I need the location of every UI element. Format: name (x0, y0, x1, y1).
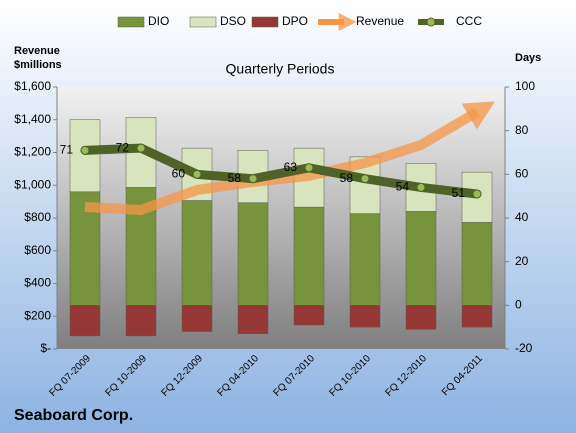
data-label: 60 (172, 167, 186, 181)
legend-swatch (189, 16, 217, 28)
bar (237, 305, 269, 334)
y2-tick-label: -20 (515, 341, 533, 355)
data-label: 71 (60, 142, 74, 156)
bar (405, 305, 437, 330)
bar (349, 305, 381, 328)
legend-swatch (117, 16, 145, 28)
y2-tick-label: 60 (515, 167, 529, 181)
ccc-point (80, 145, 90, 155)
y2-tick-label: 0 (515, 298, 522, 312)
bar (125, 305, 157, 337)
legend-label: Revenue (356, 14, 404, 28)
bar (461, 305, 493, 328)
legend-label: DPO (282, 14, 308, 28)
y-tick-label: $- (40, 341, 51, 355)
ccc-line (80, 143, 482, 199)
ccc-point (360, 174, 370, 184)
ccc-point (192, 169, 202, 179)
legend-swatch (251, 16, 279, 28)
bar (293, 206, 325, 306)
y-tick-label: $400 (24, 276, 51, 290)
legend-label: CCC (456, 14, 482, 28)
bar (461, 222, 493, 306)
data-label: 51 (452, 186, 466, 200)
bar (181, 200, 213, 306)
legend-label: DSO (220, 14, 246, 28)
y-tick-label: $1,400 (14, 112, 51, 126)
y-tick-label: $800 (24, 210, 51, 224)
data-label: 72 (116, 140, 130, 154)
y-axis-title: Revenue $millions (14, 45, 62, 71)
bar (69, 305, 101, 337)
y2-tick-label: 80 (515, 123, 529, 137)
ccc-point (416, 182, 426, 192)
data-label: 63 (284, 160, 298, 174)
ccc-point (304, 163, 314, 173)
y2-axis-title: Days (515, 52, 541, 64)
ccc-point (472, 189, 482, 199)
y-tick-label: $1,600 (14, 79, 51, 93)
y-tick-label: $1,200 (14, 145, 51, 159)
bar (237, 202, 269, 306)
bar (405, 211, 437, 306)
company-name: Seaboard Corp. (14, 407, 133, 424)
y-tick-label: $200 (24, 308, 51, 322)
ccc-point (248, 174, 258, 184)
legend-label: DIO (148, 14, 169, 28)
data-label: 54 (396, 180, 410, 194)
y2-tick-label: 20 (515, 254, 529, 268)
bar (349, 213, 381, 306)
bar (181, 305, 213, 332)
legend-swatch (426, 17, 436, 27)
plot-area (57, 87, 505, 349)
revenue-line (84, 101, 496, 215)
chart-title: Quarterly Periods (226, 61, 335, 77)
y-tick-label: $600 (24, 243, 51, 257)
y2-tick-label: 100 (515, 79, 535, 93)
bar (69, 119, 101, 193)
y2-tick-label: 40 (515, 210, 529, 224)
y-tick-label: $1,000 (14, 177, 51, 191)
bar (293, 305, 325, 326)
ccc-point (136, 143, 146, 153)
data-label: 58 (228, 171, 242, 185)
data-label: 58 (340, 171, 354, 185)
